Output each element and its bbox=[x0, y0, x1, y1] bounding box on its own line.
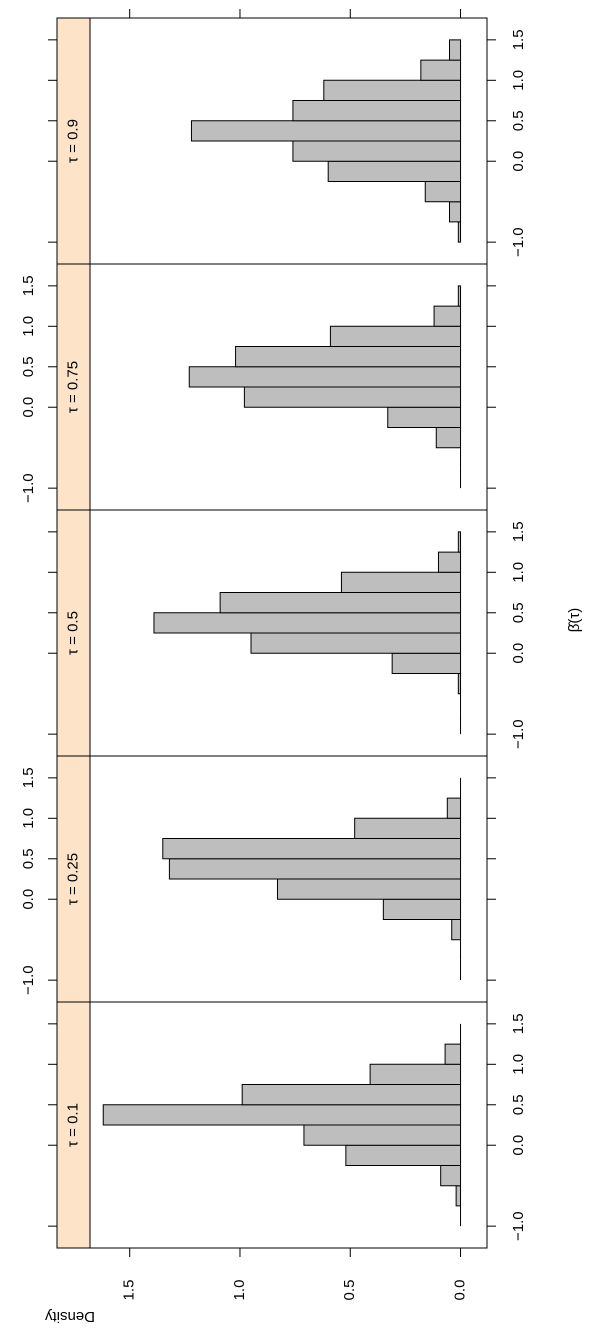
x-tick-label: 0.0 bbox=[20, 889, 37, 910]
y-tick-label: 0.5 bbox=[341, 1280, 358, 1301]
x-tick-label: 0.0 bbox=[510, 151, 527, 172]
bar bbox=[276, 878, 462, 900]
bar bbox=[235, 346, 462, 368]
bar bbox=[457, 285, 462, 307]
strip-label: τ = 0.1 bbox=[64, 1103, 81, 1147]
bar bbox=[437, 551, 462, 573]
x-tick-label: 0.0 bbox=[510, 1135, 527, 1156]
bar bbox=[292, 100, 462, 122]
bar bbox=[457, 672, 462, 695]
x-tick-label: −1.0 bbox=[20, 965, 37, 995]
x-tick-label: −1.0 bbox=[20, 473, 37, 503]
strip-label: τ = 0.25 bbox=[64, 853, 81, 905]
bar bbox=[444, 1043, 462, 1065]
x-tick-label: 1.0 bbox=[510, 562, 527, 583]
y-axis-label: Density bbox=[44, 1308, 95, 1325]
bar bbox=[340, 571, 462, 594]
bar bbox=[457, 531, 462, 553]
strip-label: τ = 0.9 bbox=[64, 119, 81, 163]
bar bbox=[327, 160, 462, 182]
bar bbox=[292, 140, 462, 162]
x-tick-label: 1.0 bbox=[510, 70, 527, 91]
bar bbox=[329, 325, 462, 348]
x-tick-label: 1.5 bbox=[510, 29, 527, 50]
strip-label: τ = 0.5 bbox=[64, 611, 81, 655]
bar bbox=[241, 1084, 462, 1106]
x-tick-label: 0.5 bbox=[20, 848, 37, 869]
x-tick-label: 1.5 bbox=[20, 767, 37, 788]
y-tick-label: 0.0 bbox=[452, 1280, 469, 1301]
bar bbox=[168, 858, 462, 880]
bar bbox=[449, 39, 462, 61]
bar bbox=[354, 817, 462, 840]
bar bbox=[449, 201, 462, 223]
bar bbox=[446, 797, 462, 819]
bar bbox=[162, 838, 462, 860]
bar bbox=[303, 1124, 462, 1146]
bar bbox=[153, 612, 462, 634]
x-tick-label: 1.5 bbox=[510, 1013, 527, 1034]
x-tick-label: 0.5 bbox=[510, 602, 527, 623]
bar bbox=[440, 1164, 462, 1187]
bar bbox=[424, 180, 462, 203]
bar bbox=[457, 221, 462, 243]
x-tick-label: 0.5 bbox=[510, 110, 527, 131]
bar bbox=[433, 305, 462, 327]
bar bbox=[345, 1144, 462, 1166]
bar bbox=[102, 1104, 462, 1126]
bar bbox=[190, 120, 462, 142]
bar bbox=[323, 79, 462, 102]
x-tick-label: 1.5 bbox=[20, 275, 37, 296]
bar bbox=[420, 59, 462, 81]
x-tick-label: −1.0 bbox=[510, 719, 527, 749]
x-tick-label: 0.5 bbox=[510, 1094, 527, 1115]
x-tick-label: −1.0 bbox=[510, 227, 527, 257]
x-tick-label: 1.0 bbox=[20, 316, 37, 337]
bar bbox=[435, 426, 462, 449]
y-tick-label: 1.5 bbox=[121, 1280, 138, 1301]
plot-area: τ = 0.1 −1.0 0.0 0.5 1.0 1.5 τ = 0.25 −1.0 0.0 0.… bbox=[20, 9, 583, 1300]
x-tick-label: 1.0 bbox=[20, 808, 37, 829]
bar bbox=[455, 1185, 462, 1207]
x-tick-label: 1.5 bbox=[510, 521, 527, 542]
bar bbox=[382, 898, 462, 920]
bar bbox=[188, 366, 462, 388]
bar bbox=[250, 632, 462, 654]
bar bbox=[369, 1063, 462, 1086]
x-tick-label: 1.0 bbox=[510, 1054, 527, 1075]
panel-border bbox=[89, 17, 488, 265]
x-tick-label: 0.5 bbox=[20, 356, 37, 377]
strip-label: τ = 0.75 bbox=[64, 361, 81, 413]
bar bbox=[219, 592, 462, 614]
bar bbox=[391, 652, 462, 674]
bar bbox=[387, 406, 462, 428]
x-axis-label: β̂(τ) bbox=[566, 608, 583, 633]
x-tick-label: 0.0 bbox=[510, 643, 527, 664]
x-tick-label: −1.0 bbox=[510, 1211, 527, 1241]
x-tick-label: 0.0 bbox=[20, 397, 37, 418]
y-tick-label: 1.0 bbox=[231, 1280, 248, 1301]
bar bbox=[243, 386, 462, 408]
bar bbox=[451, 918, 462, 941]
